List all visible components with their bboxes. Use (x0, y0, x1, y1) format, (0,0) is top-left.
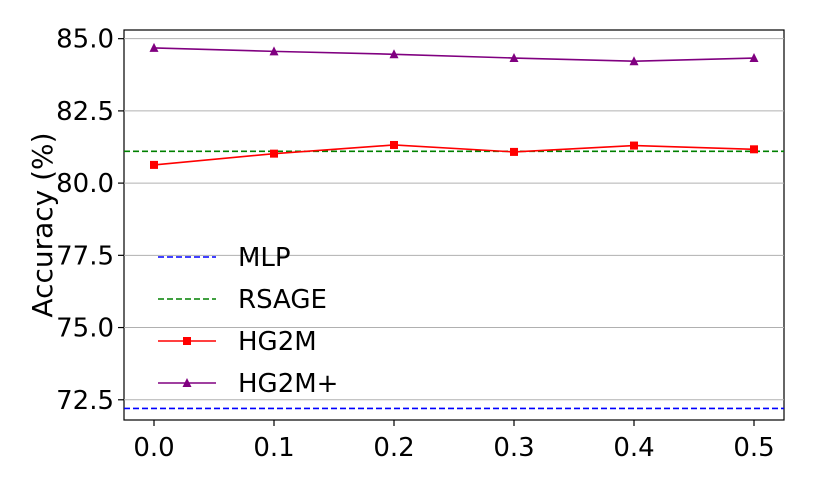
x-tick-label: 0.4 (613, 433, 654, 463)
y-tick-label: 82.5 (56, 97, 114, 127)
hg2m-plus-point (269, 46, 279, 56)
x-tick-label: 0.3 (493, 433, 534, 463)
legend-label: HG2M+ (238, 369, 338, 399)
hg2m-plus-point (149, 42, 159, 52)
legend-marker (183, 337, 191, 345)
legend-marker (182, 378, 192, 387)
hg2m-point (750, 145, 758, 154)
x-tick-label: 0.0 (133, 433, 174, 463)
series-layer (124, 42, 784, 410)
y-tick-label: 72.5 (56, 386, 114, 416)
y-tick-label: 75.0 (56, 314, 114, 344)
plot-frame (123, 29, 785, 421)
hg2m-plus-point (749, 53, 759, 63)
hg2m-point (270, 149, 278, 158)
y-axis-title: Accuracy (%) (26, 132, 59, 317)
x-tick-label: 0.5 (733, 433, 774, 463)
y-tick-label: 85.0 (56, 25, 114, 55)
x-tick-label: 0.2 (373, 433, 414, 463)
hg2m-point (390, 140, 398, 149)
legend-entry-hg2m-plus: HG2M+ (158, 369, 338, 399)
hg2m-point (150, 160, 158, 169)
grid-lines (124, 38, 784, 401)
hg2m-plus-point (509, 53, 519, 63)
y-tick-label: 80.0 (56, 169, 114, 199)
legend-label: HG2M (238, 327, 317, 357)
hg2m-plus-point (389, 49, 399, 59)
hg2m-point (510, 147, 518, 156)
y-tick-label: 77.5 (56, 241, 114, 271)
legend-entry-hg2m: HG2M (158, 327, 317, 357)
x-axis-ticks: 0.0 0.1 0.2 0.3 0.4 0.5 (133, 420, 775, 463)
legend: MLP RSAGE HG2M HG2M+ (158, 243, 338, 399)
legend-label: MLP (238, 243, 291, 273)
x-tick-label: 0.1 (253, 433, 294, 463)
hg2m-line (153, 144, 755, 166)
hg2m-plus-point (629, 56, 639, 66)
legend-entry-mlp: MLP (158, 243, 291, 273)
hg2m-plus-line (153, 47, 755, 63)
y-axis-ticks: 72.5 75.0 77.5 80.0 82.5 85.0 (56, 25, 124, 416)
legend-entry-rsage: RSAGE (158, 285, 327, 315)
legend-label: RSAGE (238, 285, 327, 315)
hg2m-point (630, 141, 638, 150)
